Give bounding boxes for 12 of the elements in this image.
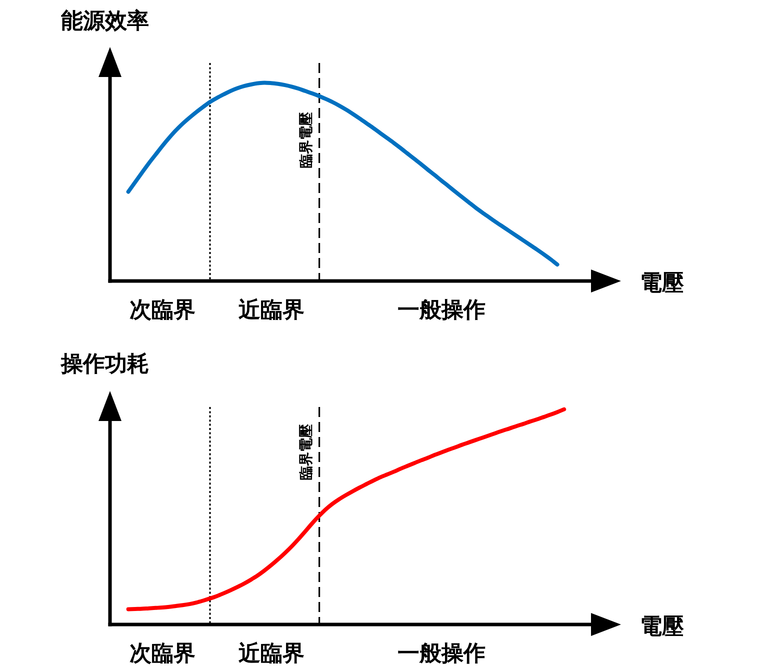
annotation: 臨界電壓: [298, 423, 314, 480]
x-axis-title: 電壓: [640, 614, 685, 640]
x-axis-title: 電壓: [640, 270, 685, 296]
x-tick-label: 一般操作: [398, 640, 486, 666]
x-tick-label: 次臨界: [129, 297, 196, 323]
y-axis-title: 操作功耗: [60, 351, 149, 377]
x-tick-label: 一般操作: [398, 297, 486, 323]
annotation: 臨界電壓: [298, 111, 314, 168]
x-tick-label: 近臨界: [237, 640, 304, 666]
x-tick-label: 次臨界: [129, 640, 196, 666]
y-axis-title: 能源效率: [61, 8, 149, 34]
x-tick-label: 近臨界: [237, 297, 304, 323]
